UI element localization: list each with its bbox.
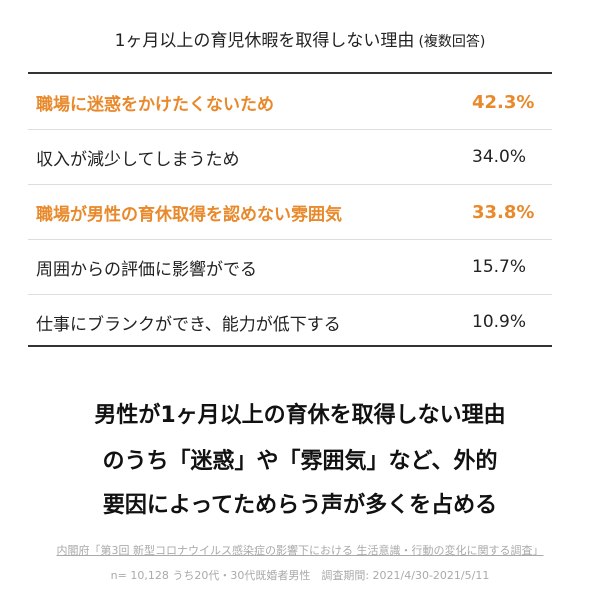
- row-label: 職場が男性の育休取得を認めない雰囲気: [36, 204, 342, 225]
- title-suffix: (複数回答): [418, 34, 486, 50]
- message-line: 要因によってためらう声が多くを占める: [102, 493, 498, 518]
- bottom-rule: [28, 345, 552, 347]
- source: 内閣府「第3回 新型コロナウイルス感染症の影響下における 生活意識・行動の変化に…: [56, 544, 544, 557]
- row-value: 33.8%: [472, 201, 535, 223]
- table-row: 職場が男性の育休取得を認めない雰囲気 33.8%: [28, 185, 552, 240]
- row-label: 周囲からの評価に影響がでる: [36, 259, 257, 280]
- row-label: 仕事にブランクができ、能力が低下する: [36, 314, 341, 335]
- table-row: 仕事にブランクができ、能力が低下する 10.9%: [28, 295, 552, 349]
- top-rule: [28, 72, 552, 74]
- note: n= 10,128 うち20代・30代既婚者男性 調査期間: 2021/4/30…: [110, 569, 490, 582]
- row-value: 42.3%: [472, 91, 535, 113]
- title-main: 1ヶ月以上の育児休暇を取得しない理由: [114, 31, 415, 51]
- row-label: 収入が減少してしまうため: [36, 149, 240, 170]
- title: 1ヶ月以上の育児休暇を取得しない理由 (複数回答): [0, 26, 600, 51]
- table-row: 周囲からの評価に影響がでる 15.7%: [28, 240, 552, 295]
- table-row: 職場に迷惑をかけたくないため 42.3%: [28, 75, 552, 130]
- message-line: のうち「迷惑」や「雰囲気」など、外的: [102, 449, 498, 474]
- row-value: 15.7%: [472, 257, 527, 277]
- row-value: 34.0%: [472, 147, 527, 167]
- row-value: 10.9%: [472, 312, 527, 332]
- message-line: 男性が1ヶ月以上の育休を取得しない理由: [94, 403, 506, 428]
- row-label: 職場に迷惑をかけたくないため: [36, 94, 274, 115]
- table: 職場に迷惑をかけたくないため 42.3% 収入が減少してしまうため 34.0% 職場が男…: [28, 75, 552, 349]
- table-row: 収入が減少してしまうため 34.0%: [28, 130, 552, 185]
